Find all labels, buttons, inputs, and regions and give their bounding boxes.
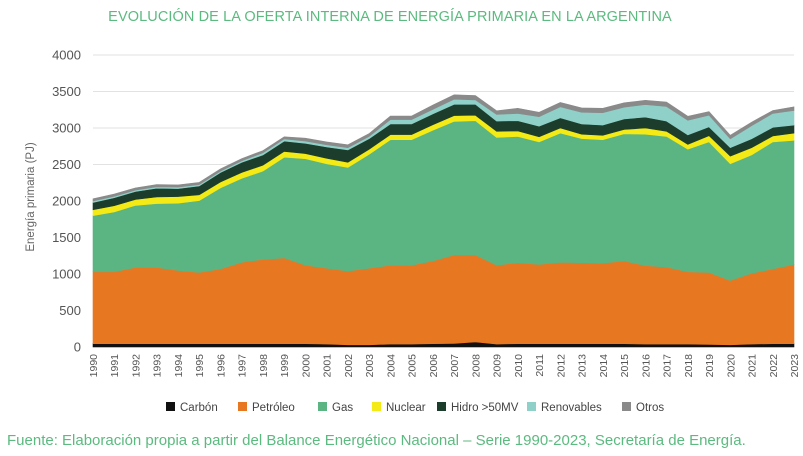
x-tick-label: 2017 — [662, 354, 674, 378]
x-tick-label: 1991 — [109, 354, 121, 378]
legend-swatch — [622, 402, 631, 411]
x-tick-label: 2016 — [640, 354, 652, 378]
x-tick-label: 2023 — [789, 354, 801, 378]
x-tick-label: 2019 — [704, 354, 716, 378]
legend-swatch — [238, 402, 247, 411]
x-tick-label: 2003 — [364, 354, 376, 378]
legend-label: Gas — [332, 402, 353, 414]
y-tick-label: 3000 — [52, 121, 81, 136]
x-tick-label: 1995 — [194, 354, 206, 378]
source-note: Fuente: Elaboración propia a partir del … — [7, 432, 746, 449]
legend-label: Nuclear — [386, 402, 426, 414]
x-tick-label: 2004 — [385, 354, 397, 378]
legend-label: Petróleo — [252, 402, 295, 414]
legend-label: Otros — [636, 402, 664, 414]
area-otros — [92, 94, 795, 202]
x-tick-label: 2001 — [322, 354, 334, 378]
x-tick-label: 1996 — [216, 354, 228, 378]
x-tick-label: 1994 — [173, 354, 185, 378]
x-tick-label: 1990 — [88, 354, 100, 378]
legend-label: Renovables — [541, 402, 602, 414]
legend-swatch — [437, 402, 446, 411]
legend-label: Carbón — [180, 402, 218, 414]
legend-swatch — [527, 402, 536, 411]
x-tick-label: 1992 — [131, 354, 143, 378]
legend-label: Hidro >50MV — [451, 402, 519, 414]
x-tick-label: 1997 — [237, 354, 249, 378]
x-tick-label: 2010 — [513, 354, 525, 378]
x-tick-label: 2011 — [534, 354, 546, 377]
y-tick-label: 2500 — [52, 157, 81, 172]
x-tick-label: 2002 — [343, 354, 355, 378]
y-tick-label: 1000 — [52, 267, 81, 282]
x-tick-label: 2018 — [683, 354, 695, 378]
legend-swatch — [166, 402, 175, 411]
y-tick-label: 2000 — [52, 194, 81, 209]
legend-swatch — [372, 402, 381, 411]
y-tick-label: 4000 — [52, 48, 81, 63]
x-tick-label: 2005 — [407, 354, 419, 378]
y-tick-label: 0 — [74, 340, 81, 355]
x-tick-label: 2021 — [747, 354, 759, 378]
x-tick-label: 2008 — [470, 354, 482, 378]
legend-swatch — [318, 402, 327, 411]
x-tick-label: 2009 — [492, 354, 504, 378]
x-tick-label: 2014 — [598, 354, 610, 378]
x-tick-label: 2013 — [577, 354, 589, 378]
x-tick-label: 2000 — [300, 354, 312, 378]
y-tick-label: 3500 — [52, 84, 81, 99]
y-tick-label: 1500 — [52, 230, 81, 245]
x-tick-label: 2022 — [768, 354, 780, 378]
x-tick-label: 2012 — [555, 354, 567, 378]
x-tick-label: 2007 — [449, 354, 461, 378]
y-tick-label: 500 — [59, 303, 81, 318]
y-axis-label: Energía primaria (PJ) — [25, 142, 37, 251]
chart-title: EVOLUCIÓN DE LA OFERTA INTERNA DE ENERGÍ… — [108, 9, 672, 25]
x-tick-label: 1999 — [279, 354, 291, 378]
x-tick-label: 1993 — [152, 354, 164, 378]
x-tick-label: 2015 — [619, 354, 631, 378]
x-tick-label: 2020 — [725, 354, 737, 378]
x-tick-label: 2006 — [428, 354, 440, 378]
x-tick-label: 1998 — [258, 354, 270, 378]
